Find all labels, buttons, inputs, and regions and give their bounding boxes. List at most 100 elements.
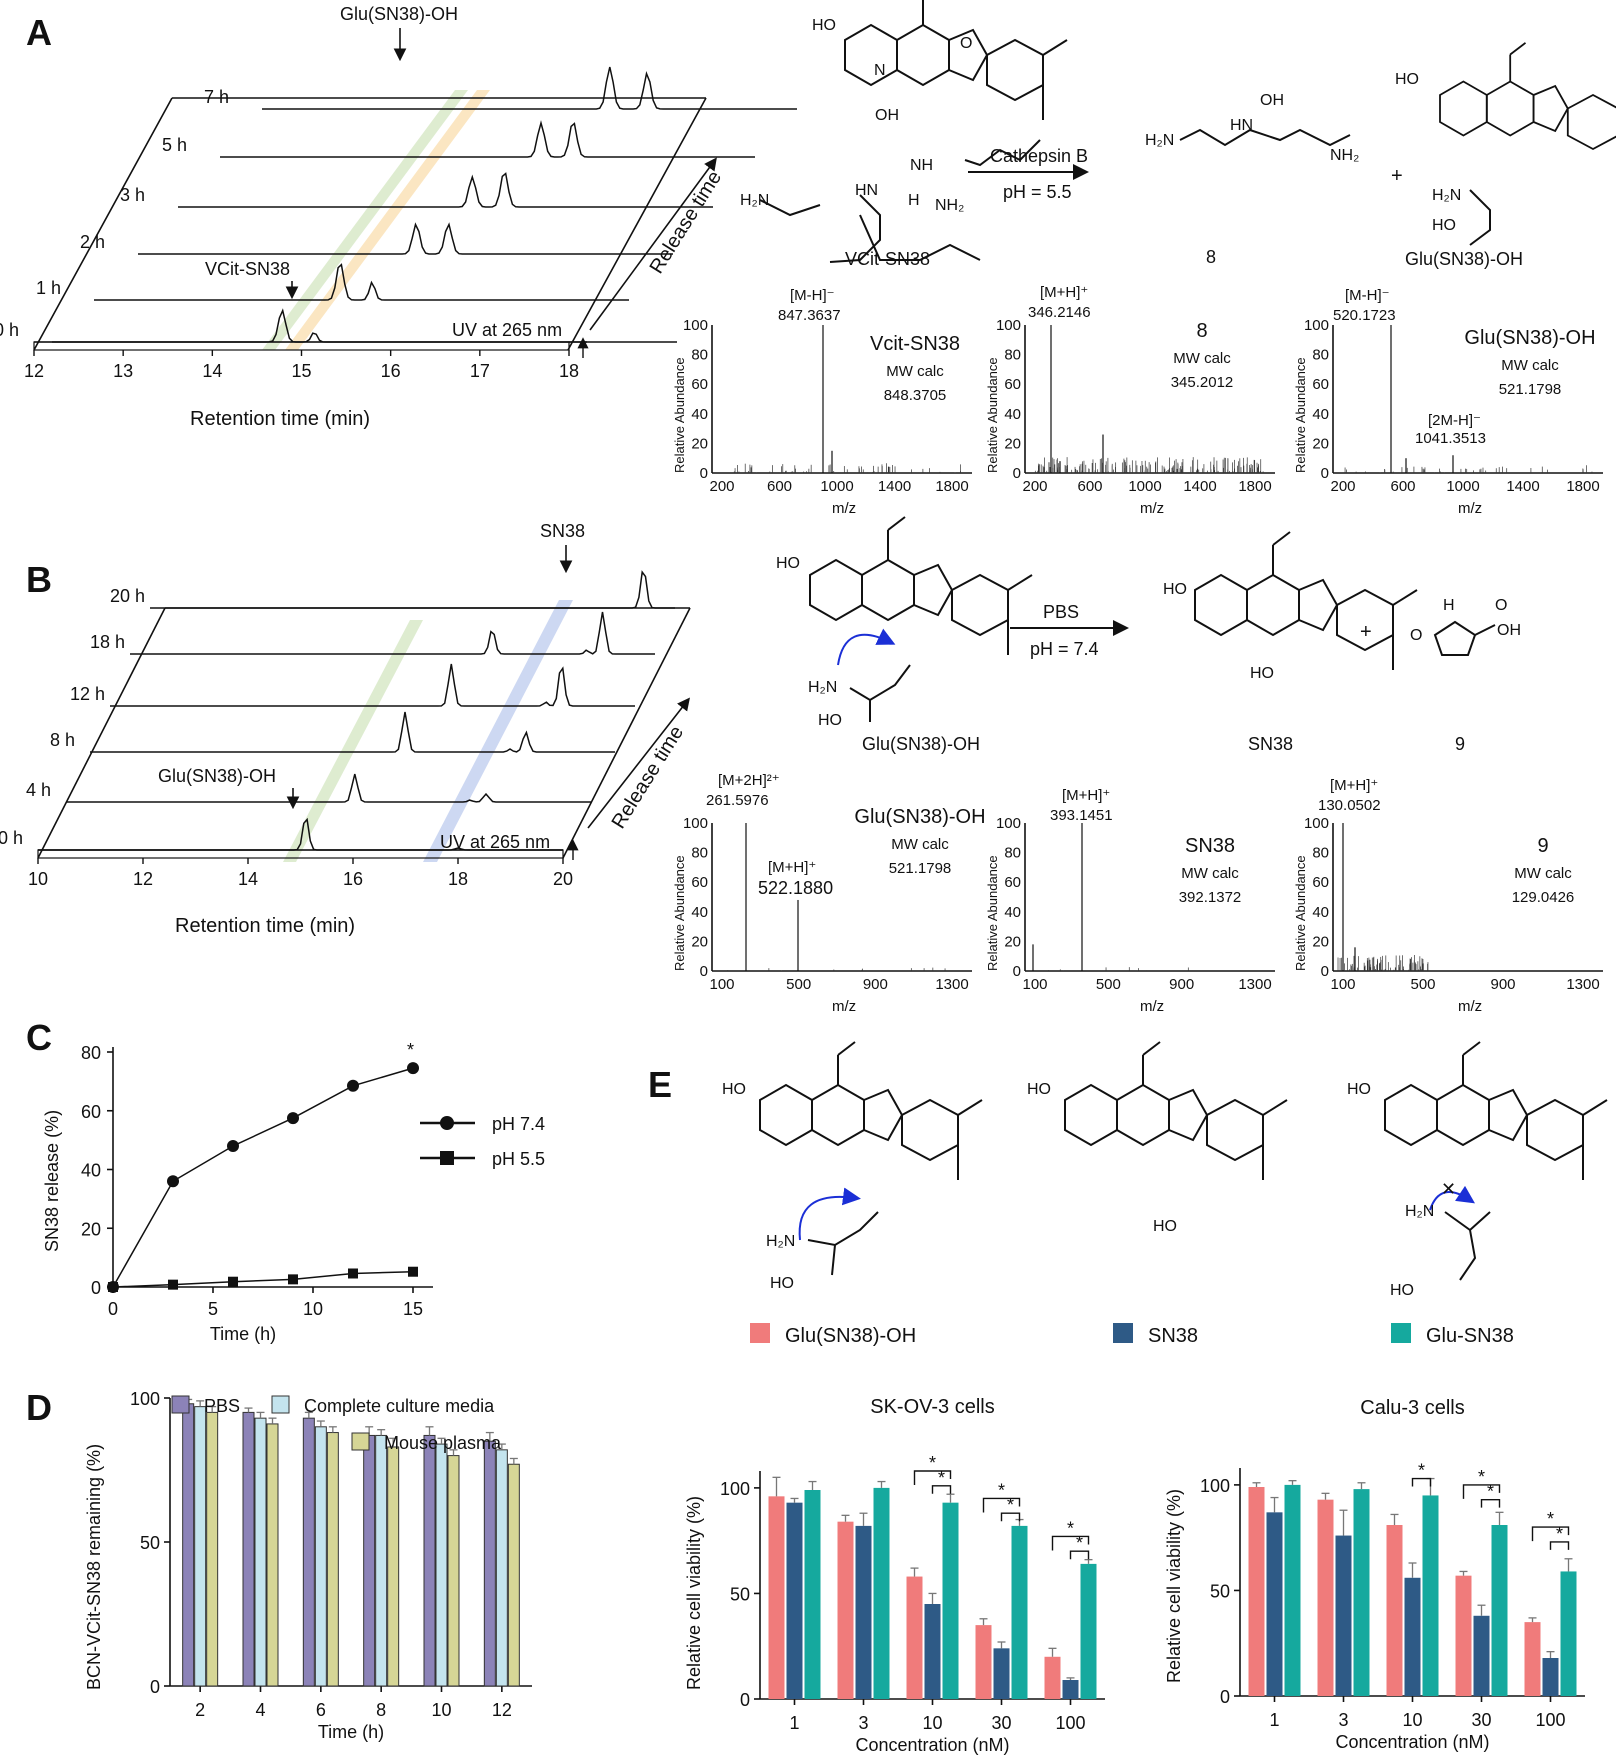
x-tick: 20 bbox=[553, 869, 573, 889]
svg-text:Vcit-SN38: Vcit-SN38 bbox=[870, 333, 960, 355]
chart-e-skov3: 0501001 3 10 30 100Concentration (nM)Relativ… bbox=[684, 1396, 1105, 1755]
peak-label-sn38: SN38 bbox=[540, 521, 585, 541]
x-tick: 12 bbox=[133, 869, 153, 889]
svg-text:500: 500 bbox=[786, 976, 811, 993]
svg-text:SN38: SN38 bbox=[1185, 835, 1235, 857]
x-tick: 14 bbox=[238, 869, 258, 889]
legend-label: PBS bbox=[204, 1396, 240, 1416]
x-tick: 4 bbox=[255, 1700, 265, 1720]
svg-text:521.1798: 521.1798 bbox=[1499, 381, 1562, 398]
svg-text:1000: 1000 bbox=[820, 478, 853, 495]
svg-text:m/z: m/z bbox=[1140, 500, 1164, 517]
y-tick: 50 bbox=[140, 1533, 160, 1553]
svg-text:H: H bbox=[1443, 597, 1455, 614]
svg-text:m/z: m/z bbox=[1458, 998, 1482, 1015]
svg-text:500: 500 bbox=[1410, 976, 1435, 993]
bar bbox=[943, 1503, 959, 1699]
svg-text:100: 100 bbox=[683, 815, 708, 832]
svg-text:1300: 1300 bbox=[1566, 976, 1599, 993]
reaction-enzyme-a: Cathepsin B bbox=[990, 146, 1088, 166]
bar bbox=[364, 1435, 375, 1686]
svg-text:8: 8 bbox=[1196, 320, 1207, 342]
significance: * bbox=[1067, 1518, 1074, 1538]
product-label-sn38: SN38 bbox=[1248, 734, 1293, 754]
bar bbox=[1285, 1485, 1301, 1696]
bar bbox=[1318, 1500, 1334, 1696]
svg-text:0: 0 bbox=[1013, 465, 1021, 482]
bar bbox=[1405, 1578, 1421, 1696]
point bbox=[347, 1080, 359, 1092]
y-axis-label: Relative cell viability (%) bbox=[684, 1496, 704, 1690]
svg-text:1000: 1000 bbox=[1446, 478, 1479, 495]
point bbox=[288, 1274, 298, 1284]
time-label: 1 h bbox=[36, 278, 61, 298]
time-label: 0 h bbox=[0, 828, 23, 848]
svg-text:1041.3513: 1041.3513 bbox=[1415, 430, 1486, 447]
x-tick: 18 bbox=[448, 869, 468, 889]
chart-title: Calu-3 cells bbox=[1360, 1397, 1464, 1419]
bar bbox=[1081, 1564, 1097, 1699]
bar bbox=[327, 1433, 338, 1686]
svg-text:HO: HO bbox=[722, 1081, 746, 1098]
svg-text:HO: HO bbox=[1027, 1081, 1051, 1098]
svg-text:521.1798: 521.1798 bbox=[889, 860, 952, 877]
svg-text:100: 100 bbox=[1022, 976, 1047, 993]
svg-text:60: 60 bbox=[1004, 376, 1021, 393]
bar bbox=[805, 1490, 821, 1699]
panel-b-chromatogram: 20 h18 h12 h8 h4 h0 h10 12 14 16 18 20 bbox=[0, 572, 690, 889]
significance: * bbox=[1556, 1524, 1563, 1544]
svg-text:MW calc: MW calc bbox=[1181, 865, 1239, 882]
reactant-label-b: Glu(SN38)-OH bbox=[862, 734, 980, 754]
svg-text:20: 20 bbox=[1312, 435, 1329, 452]
peak-label-vcit-sn38: VCit-SN38 bbox=[205, 259, 290, 279]
svg-text:1300: 1300 bbox=[1238, 976, 1271, 993]
bar bbox=[508, 1464, 519, 1686]
x-axis-label: Concentration (nM) bbox=[855, 1735, 1009, 1755]
svg-text:20: 20 bbox=[691, 933, 708, 950]
x-tick: 30 bbox=[1471, 1710, 1491, 1730]
point bbox=[167, 1175, 179, 1187]
trace-2h bbox=[138, 225, 673, 255]
bar bbox=[769, 1496, 785, 1699]
y-axis-label: Relative cell viability (%) bbox=[1164, 1489, 1184, 1683]
mass-spectrum-SN38: 100 80 60 40 20 0 Relative Abundance 100 500 900 1… bbox=[985, 787, 1275, 1015]
x-tick: 30 bbox=[991, 1713, 1011, 1733]
svg-text:522.1880: 522.1880 bbox=[758, 878, 833, 898]
point bbox=[228, 1277, 238, 1287]
svg-text:600: 600 bbox=[1390, 478, 1415, 495]
y-tick: 40 bbox=[81, 1161, 101, 1181]
bar bbox=[1063, 1680, 1079, 1699]
svg-text:OH: OH bbox=[875, 107, 899, 124]
bar bbox=[436, 1444, 447, 1686]
point bbox=[227, 1140, 239, 1152]
svg-text:1000: 1000 bbox=[1128, 478, 1161, 495]
svg-text:m/z: m/z bbox=[832, 500, 856, 517]
svg-text:HO: HO bbox=[776, 555, 800, 572]
svg-text:200: 200 bbox=[709, 478, 734, 495]
svg-text:N: N bbox=[874, 62, 886, 79]
x-tick: 18 bbox=[559, 361, 579, 381]
svg-text:60: 60 bbox=[1312, 376, 1329, 393]
svg-text:848.3705: 848.3705 bbox=[884, 387, 947, 404]
svg-text:Glu(SN38)-OH: Glu(SN38)-OH bbox=[854, 806, 985, 828]
significance: * bbox=[1007, 1495, 1014, 1515]
peak-label-glu-b: Glu(SN38)-OH bbox=[158, 766, 276, 786]
x-tick: 10 bbox=[431, 1700, 451, 1720]
svg-text:OH: OH bbox=[1497, 622, 1521, 639]
svg-text:NH: NH bbox=[910, 157, 933, 174]
svg-text:[M+H]⁺: [M+H]⁺ bbox=[768, 859, 816, 876]
trace-3h bbox=[178, 174, 713, 208]
x-tick: 3 bbox=[1338, 1710, 1348, 1730]
legend-swatch bbox=[172, 1396, 189, 1413]
svg-text:600: 600 bbox=[1077, 478, 1102, 495]
y-tick: 50 bbox=[730, 1584, 750, 1604]
svg-text:1800: 1800 bbox=[935, 478, 968, 495]
svg-text:Relative Abundance: Relative Abundance bbox=[1293, 357, 1308, 473]
y-tick: 20 bbox=[81, 1219, 101, 1239]
y-tick: 60 bbox=[81, 1102, 101, 1122]
bar bbox=[925, 1604, 941, 1699]
svg-text:HN: HN bbox=[1230, 117, 1253, 134]
svg-text:100: 100 bbox=[683, 317, 708, 334]
y-tick: 50 bbox=[1210, 1581, 1230, 1601]
x-tick: 8 bbox=[376, 1700, 386, 1720]
